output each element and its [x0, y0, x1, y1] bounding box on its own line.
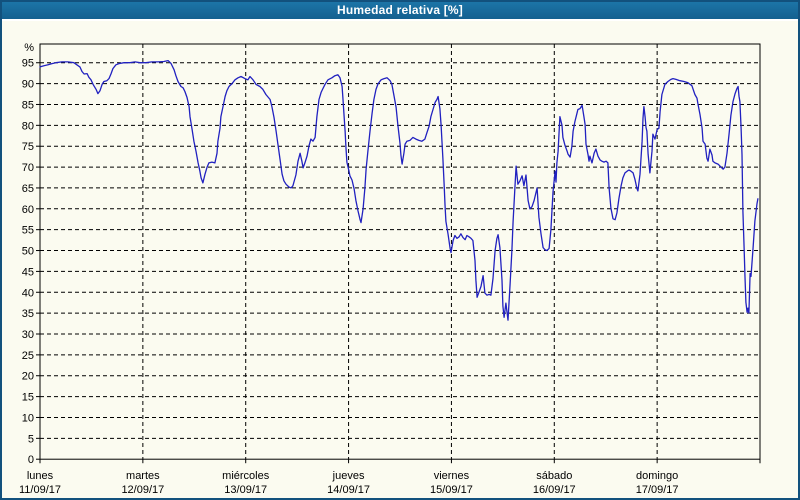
- y-tick-label: 55: [22, 225, 34, 237]
- y-tick-label: 5: [28, 433, 34, 445]
- y-tick-label: 85: [22, 99, 34, 111]
- y-tick-label: 0: [28, 454, 34, 466]
- chart-title: Humedad relativa [%]: [336, 2, 464, 17]
- x-day-label: jueves: [332, 470, 365, 482]
- y-tick-label: 25: [22, 350, 34, 362]
- y-tick-label: 20: [22, 371, 34, 383]
- y-tick-label: 75: [22, 141, 34, 153]
- y-tick-label: 95: [22, 58, 34, 70]
- y-tick-label: 10: [22, 412, 34, 424]
- x-day-label: domingo: [636, 470, 678, 482]
- x-day-label: martes: [126, 470, 160, 482]
- x-date-label: 15/09/17: [430, 484, 473, 496]
- x-date-label: 17/09/17: [636, 484, 679, 496]
- x-date-label: 16/09/17: [533, 484, 576, 496]
- x-day-label: miércoles: [222, 470, 270, 482]
- y-axis-unit-label: %: [24, 42, 34, 54]
- x-day-label: sábado: [536, 470, 572, 482]
- x-day-label: viernes: [434, 470, 470, 482]
- x-date-label: 13/09/17: [224, 484, 267, 496]
- plot-box: [39, 43, 761, 460]
- y-tick-label: 45: [22, 266, 34, 278]
- x-date-label: 11/09/17: [19, 484, 61, 496]
- y-tick-label: 60: [22, 204, 34, 216]
- y-tick-label: 80: [22, 120, 34, 132]
- y-tick-label: 30: [22, 329, 34, 341]
- y-tick-label: 35: [22, 308, 34, 320]
- y-tick-label: 50: [22, 246, 34, 258]
- title-separator: [0, 19, 800, 21]
- y-tick-label: 65: [22, 183, 34, 195]
- x-date-label: 12/09/17: [121, 484, 164, 496]
- title-bar: Humedad relativa [%]: [0, 0, 800, 19]
- x-day-label: lunes: [27, 470, 54, 482]
- y-tick-label: 15: [22, 392, 34, 404]
- humidity-series-line: [39, 59, 759, 321]
- x-date-label: 14/09/17: [327, 484, 370, 496]
- y-tick-label: 90: [22, 79, 34, 91]
- y-tick-label: 40: [22, 287, 34, 299]
- y-tick-label: 70: [22, 162, 34, 174]
